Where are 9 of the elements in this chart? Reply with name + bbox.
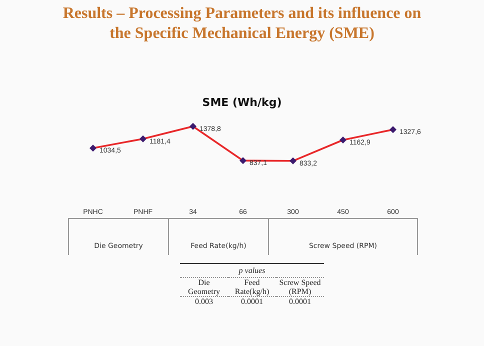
text: p values — [180, 264, 324, 278]
text: Feed Rate(kg/h) — [228, 278, 276, 296]
chart-title: Results – Processing Parameters and its influence on the Specific Mechanical Energy (SME) — [62, 4, 422, 44]
text: 0.0001 — [288, 296, 312, 306]
text: 0.003 — [194, 296, 214, 306]
text: 0.0001 — [240, 296, 264, 306]
text: Die Geometry — [180, 278, 228, 296]
chart-subtitle: SME (Wh/kg) — [202, 96, 282, 109]
text: Screw Speed (RPM) — [276, 278, 324, 296]
